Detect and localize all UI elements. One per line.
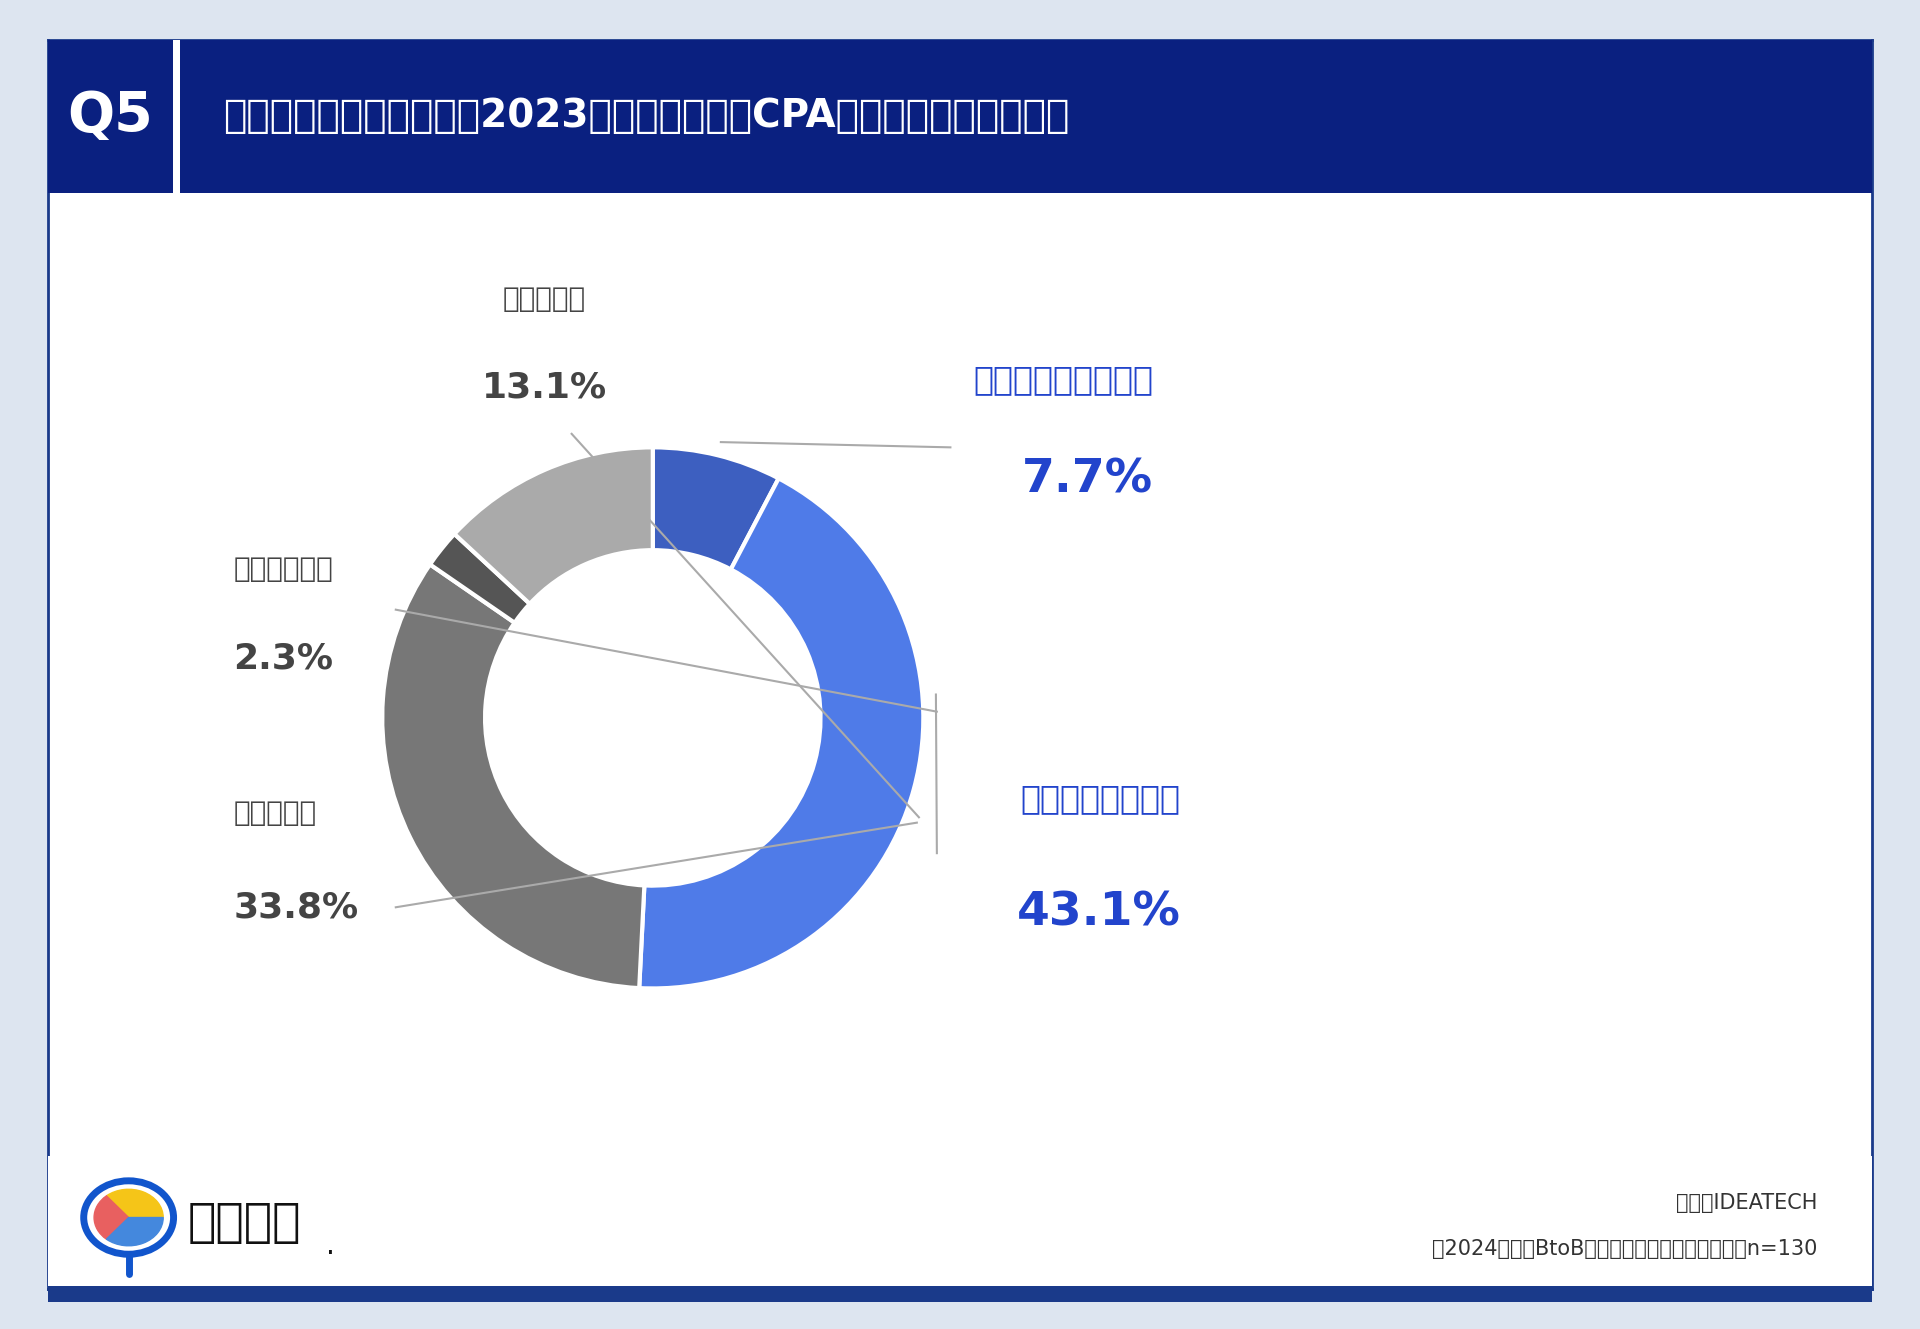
Text: お勤め先の広告施策では2023年と比較して、CPAは上がっていますか。: お勤め先の広告施策では2023年と比較して、CPAは上がっていますか。 (223, 97, 1069, 136)
Wedge shape (106, 1217, 163, 1245)
Text: 下がっている: 下がっている (234, 556, 334, 583)
Wedge shape (455, 448, 653, 603)
Text: 変わらない: 変わらない (234, 799, 317, 827)
Wedge shape (382, 565, 645, 987)
Text: やや上昇している: やや上昇している (1020, 783, 1181, 816)
Text: 43.1%: 43.1% (1016, 890, 1181, 936)
Text: Q5: Q5 (67, 89, 154, 144)
Text: 株式会IDEATECH: 株式会IDEATECH (1676, 1192, 1816, 1213)
Text: 13.1%: 13.1% (482, 371, 607, 405)
Text: 2.3%: 2.3% (234, 642, 334, 675)
Text: 大幅に上昇している: 大幅に上昇している (973, 363, 1154, 396)
Wedge shape (430, 534, 530, 623)
Text: 33.8%: 33.8% (234, 890, 359, 924)
Wedge shape (639, 478, 924, 989)
Text: 7.7%: 7.7% (1021, 457, 1154, 502)
Text: リサピー: リサピー (188, 1200, 301, 1245)
Text: わからない: わからない (503, 284, 586, 312)
Text: 、2024年版。BtoB企業の広告施策の実態調査｜n=130: 、2024年版。BtoB企業の広告施策の実態調査｜n=130 (1432, 1239, 1816, 1260)
Wedge shape (94, 1196, 129, 1239)
Wedge shape (106, 1189, 163, 1217)
Wedge shape (653, 448, 780, 569)
Text: .: . (326, 1232, 334, 1260)
